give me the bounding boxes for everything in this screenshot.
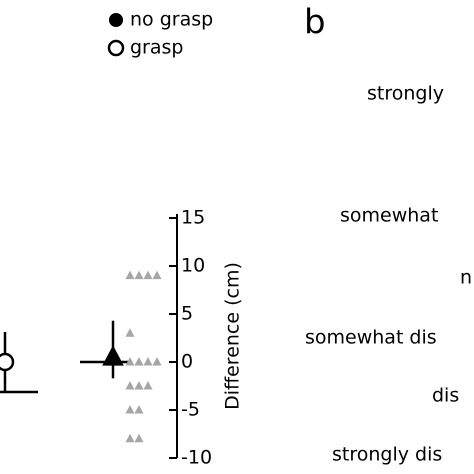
data-point xyxy=(134,381,144,390)
y-tick-label: -10 xyxy=(181,447,212,469)
data-point xyxy=(143,357,153,366)
data-point xyxy=(125,328,135,337)
panel-label: b xyxy=(304,3,326,43)
data-point xyxy=(125,357,135,366)
data-point xyxy=(152,270,162,280)
y-tick-label: 5 xyxy=(181,303,193,325)
data-point xyxy=(125,270,135,280)
y-tick-label: 0 xyxy=(181,351,193,373)
data-point xyxy=(134,405,144,414)
legend-label: grasp xyxy=(130,37,183,59)
data-point xyxy=(143,381,153,390)
y-tick-label: 10 xyxy=(181,255,205,277)
data-point xyxy=(125,433,135,443)
mean-marker xyxy=(102,345,124,366)
scale-label: strongly dis xyxy=(332,444,442,466)
scale-label: strongly xyxy=(367,83,444,105)
legend-label: no grasp xyxy=(130,9,213,31)
left-panel-fragment xyxy=(0,332,38,394)
legend-marker xyxy=(109,13,123,27)
data-point xyxy=(125,381,135,390)
data-point xyxy=(152,357,162,366)
data-point xyxy=(134,433,144,443)
data-point xyxy=(125,405,135,414)
legend-marker xyxy=(107,39,125,57)
scale-label: somewhat dis xyxy=(305,327,437,349)
y-axis-label: Difference (cm) xyxy=(222,262,244,410)
data-point xyxy=(134,357,144,366)
scale-label: n xyxy=(460,267,472,289)
scale-label: dis xyxy=(432,385,459,407)
data-point xyxy=(134,270,144,280)
data-point xyxy=(143,270,153,280)
scale-label: somewhat xyxy=(340,205,438,227)
y-tick-label: -5 xyxy=(181,399,200,421)
y-tick-label: 15 xyxy=(181,207,205,229)
